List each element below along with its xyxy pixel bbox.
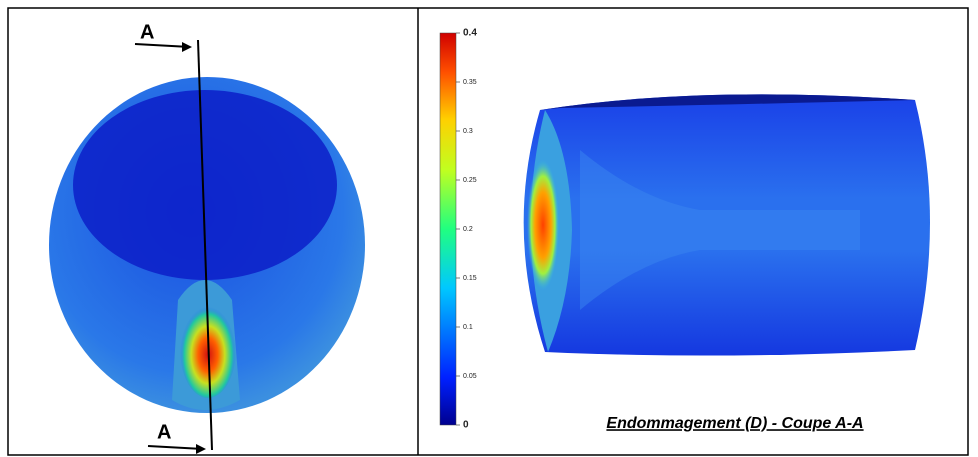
hot-spot	[527, 160, 559, 290]
tick-label: 0.35	[463, 79, 477, 86]
caption: Endommagement (D) - Coupe A-A	[606, 415, 863, 432]
section-label: A	[140, 21, 154, 43]
cylinder-top	[540, 94, 915, 110]
section-label: A	[157, 421, 171, 443]
tick-label: 0.15	[463, 275, 477, 282]
tick-label: 0.1	[463, 324, 473, 331]
arrowhead	[196, 444, 206, 454]
inner-region	[73, 90, 337, 280]
colorbar	[439, 32, 457, 426]
arrowhead	[182, 42, 192, 52]
tick-label: 0.25	[463, 177, 477, 184]
tick-label: 0.4	[463, 28, 477, 39]
section-line	[197, 39, 213, 451]
tick-label: 0.2	[463, 226, 473, 233]
arrow	[147, 445, 204, 450]
shading	[580, 150, 860, 310]
arrow	[134, 43, 191, 48]
tick-label: 0.3	[463, 128, 473, 135]
tick-label: 0	[463, 420, 469, 431]
tick-label: 0.05	[463, 373, 477, 380]
frame	[7, 7, 969, 456]
